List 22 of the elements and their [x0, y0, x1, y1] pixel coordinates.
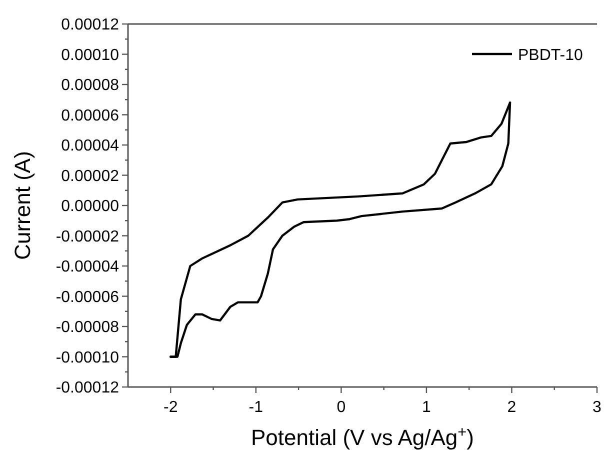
x-axis-title: Potential (V vs Ag/Ag$^{+}$) — [251, 424, 474, 450]
y-tick-label: -0.00010 — [56, 349, 120, 366]
y-axis-title: Current (A) — [10, 151, 35, 260]
x-tick-label: 2 — [507, 399, 516, 416]
y-tick-label: 0.00006 — [61, 107, 120, 124]
y-tick-label: 0.00004 — [61, 138, 120, 154]
x-tick-label: 0 — [336, 399, 346, 416]
x-tick-label: -2 — [164, 399, 178, 416]
x-tick-label: -1 — [248, 399, 264, 416]
y-tick-label: 0.00008 — [61, 77, 120, 94]
x-tick-label: 1 — [422, 399, 431, 416]
x-tick-label: 3 — [592, 399, 602, 416]
y-tick-label: -0.00004 — [56, 258, 120, 276]
y-tick-label: 0.00002 — [61, 168, 120, 185]
y-tick-label: -0.00006 — [56, 288, 120, 306]
y-tick-label: -0.00008 — [56, 319, 120, 336]
legend-label: PBDT-10 — [518, 47, 584, 64]
y-tick-label: -0.00012 — [56, 380, 120, 396]
y-tick-label: 0.00012 — [61, 16, 120, 34]
y-tick-label: -0.00002 — [56, 228, 120, 246]
y-tick-label: 0.00000 — [61, 198, 120, 215]
y-tick-label: 0.00010 — [61, 46, 120, 64]
